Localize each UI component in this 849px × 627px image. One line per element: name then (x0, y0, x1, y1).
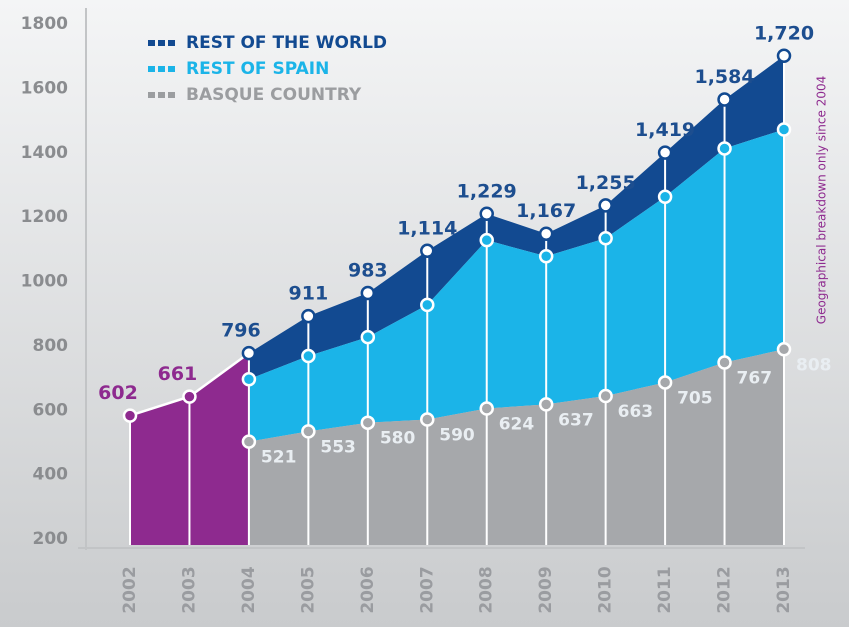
basque-label: 590 (439, 425, 475, 445)
legend-swatch (148, 92, 155, 98)
point (776, 48, 792, 63)
y-tick-label: 800 (33, 336, 69, 356)
total-label: 661 (158, 363, 198, 385)
point (301, 348, 316, 364)
x-tick-label: 2011 (655, 566, 675, 613)
x-tick-label: 2008 (477, 566, 497, 613)
y-tick-label: 200 (33, 529, 69, 549)
y-tick-label: 1600 (21, 78, 68, 98)
x-tick-label: 2005 (298, 566, 318, 613)
legend-label: REST OF SPAIN (186, 59, 329, 79)
x-tick-label: 2003 (179, 566, 199, 613)
y-tick-label: 1000 (21, 272, 68, 292)
area (248, 129, 785, 442)
point (241, 371, 257, 387)
legend-swatch (148, 66, 155, 72)
point (657, 375, 673, 390)
point (479, 232, 494, 248)
basque-label: 580 (380, 429, 416, 449)
legend-label: REST OF THE WORLD (186, 33, 387, 53)
point (241, 434, 257, 449)
basque-label: 521 (261, 448, 297, 468)
point (657, 189, 673, 204)
legend-swatch (158, 66, 165, 72)
area (248, 349, 785, 545)
total-label: 1,167 (516, 200, 576, 222)
point (776, 122, 792, 137)
point (538, 226, 554, 241)
x-tick-label: 2013 (774, 566, 794, 613)
point (598, 388, 613, 404)
y-tick-label: 400 (33, 465, 69, 485)
basque-label: 808 (796, 355, 832, 375)
total-label: 911 (289, 283, 329, 305)
x-tick-label: 2004 (239, 566, 259, 613)
x-tick-label: 2006 (358, 566, 378, 613)
point (360, 415, 376, 430)
legend-label: BASQUE COUNTRY (186, 85, 362, 105)
total-label: 1,584 (694, 66, 754, 88)
point (301, 308, 316, 324)
point (598, 198, 613, 213)
point (776, 342, 792, 357)
total-label: 1,114 (397, 217, 457, 239)
legend-swatch (158, 92, 165, 98)
legend-swatch (168, 92, 175, 98)
total-label: 1,255 (576, 172, 636, 194)
point (479, 401, 494, 416)
y-tick-label: 1200 (21, 207, 68, 227)
legend-swatch (168, 40, 175, 46)
area (248, 55, 785, 380)
point (538, 397, 554, 412)
y-tick-label: 1400 (21, 143, 68, 163)
point (657, 145, 673, 160)
point (420, 243, 435, 259)
x-tick-label: 2007 (417, 566, 437, 613)
basque-label: 705 (677, 388, 713, 408)
total-label: 1,419 (635, 119, 695, 141)
total-label: 1,229 (457, 180, 517, 202)
total-point (182, 389, 197, 404)
point (479, 206, 494, 222)
total-label: 602 (98, 382, 138, 404)
point (717, 141, 732, 156)
annotation: Geographical breakdown only since 2004 (815, 76, 829, 324)
x-tick-label: 2012 (715, 566, 735, 613)
x-tick-label: 2002 (120, 566, 140, 613)
total-label: 983 (348, 259, 388, 281)
total-point (122, 408, 138, 423)
basque-label: 624 (499, 415, 535, 435)
point (360, 285, 376, 301)
point (598, 231, 613, 246)
point (301, 424, 316, 439)
legend-swatch (158, 40, 165, 46)
x-tick-label: 2009 (536, 566, 556, 613)
basque-label: 767 (737, 368, 773, 388)
total-label: 796 (221, 320, 261, 342)
point (538, 249, 554, 264)
point (717, 355, 732, 370)
basque-label: 553 (320, 437, 356, 457)
total-label: 1,720 (754, 22, 814, 44)
x-tick-label: 2010 (596, 566, 616, 613)
legend-swatch (148, 40, 155, 46)
basque-label: 663 (618, 402, 654, 422)
point (241, 345, 257, 361)
point (360, 329, 376, 345)
point (420, 297, 435, 313)
y-tick-label: 1800 (21, 14, 68, 34)
point (420, 412, 435, 427)
basque-label: 637 (558, 410, 594, 430)
legend-swatch (168, 66, 175, 72)
y-tick-label: 600 (33, 400, 69, 420)
point (717, 92, 732, 107)
